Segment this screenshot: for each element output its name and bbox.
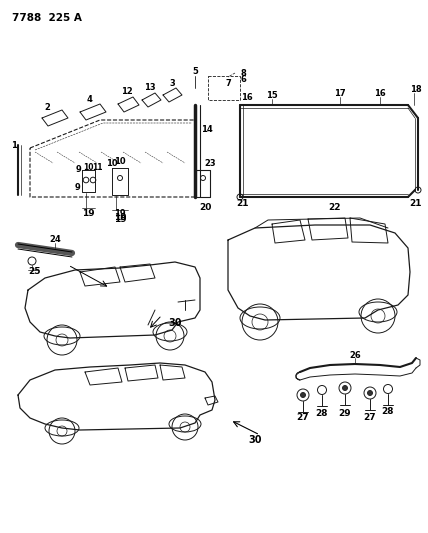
- Text: 4: 4: [87, 95, 93, 104]
- Text: 11: 11: [92, 164, 102, 173]
- Text: 10: 10: [114, 157, 126, 166]
- Text: 30: 30: [168, 318, 182, 328]
- Text: 3: 3: [169, 78, 175, 87]
- Text: 9: 9: [75, 183, 81, 192]
- Text: 5: 5: [192, 68, 198, 77]
- Text: 6: 6: [240, 75, 246, 84]
- Text: 21: 21: [410, 199, 422, 208]
- Text: 27: 27: [297, 414, 309, 423]
- Text: 19: 19: [82, 208, 94, 217]
- Circle shape: [342, 385, 348, 391]
- Text: 20: 20: [199, 203, 211, 212]
- Text: 14: 14: [201, 125, 213, 134]
- Text: 9: 9: [76, 166, 82, 174]
- Text: 28: 28: [316, 408, 328, 417]
- Text: 21: 21: [237, 199, 249, 208]
- Text: 16: 16: [241, 93, 253, 101]
- Text: 27: 27: [364, 413, 376, 422]
- Text: 10: 10: [106, 158, 118, 167]
- Text: 15: 15: [266, 91, 278, 100]
- Text: 28: 28: [382, 408, 394, 416]
- Text: 8: 8: [240, 69, 246, 77]
- Text: 1: 1: [11, 141, 17, 149]
- Circle shape: [368, 391, 372, 395]
- Text: 16: 16: [374, 88, 386, 98]
- Text: 26: 26: [349, 351, 361, 359]
- Text: 12: 12: [121, 87, 133, 96]
- Text: 30: 30: [248, 435, 262, 445]
- Text: 17: 17: [334, 88, 346, 98]
- Text: 22: 22: [329, 203, 341, 212]
- Text: 24: 24: [49, 236, 61, 245]
- Text: 2: 2: [44, 102, 50, 111]
- Text: 29: 29: [339, 408, 351, 417]
- Text: 7788  225 A: 7788 225 A: [12, 13, 82, 23]
- Text: 18: 18: [410, 85, 422, 94]
- Text: 19: 19: [114, 215, 126, 224]
- Text: 7: 7: [225, 79, 231, 88]
- Text: 10: 10: [83, 164, 93, 173]
- Text: 19: 19: [114, 209, 126, 219]
- Text: 25: 25: [29, 268, 41, 277]
- Text: 19: 19: [114, 213, 126, 222]
- Text: 23: 23: [204, 158, 216, 167]
- Text: 13: 13: [144, 84, 156, 93]
- Circle shape: [300, 392, 306, 398]
